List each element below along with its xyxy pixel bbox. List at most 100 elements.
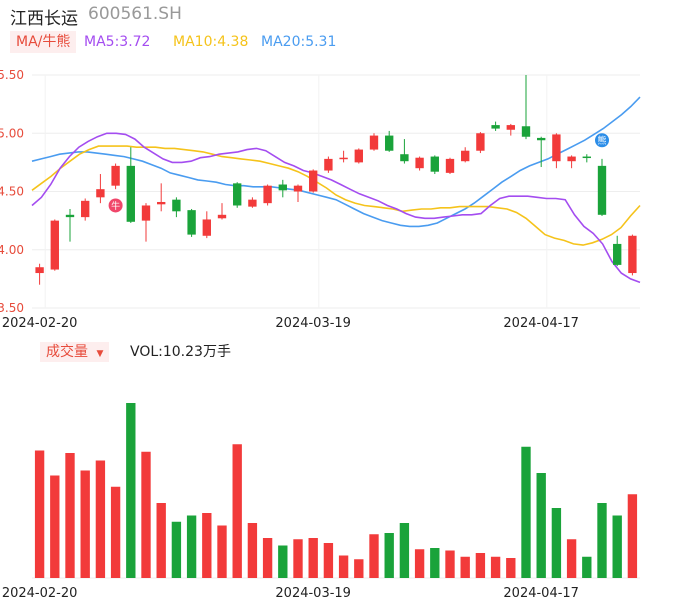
volume-bar [217, 525, 227, 578]
bull-marker-icon [108, 198, 123, 213]
candle-body [263, 185, 272, 204]
x-tick-label: 2024-04-17 [503, 316, 579, 331]
x-tick-label: 2024-03-19 [275, 316, 351, 331]
candle-body [50, 220, 59, 270]
candle-body [552, 134, 561, 162]
volume-bar [551, 508, 562, 578]
candle-body [400, 154, 409, 162]
candle-body [506, 125, 515, 130]
candle-body [293, 185, 303, 192]
candle-body [141, 205, 151, 221]
y-tick-label: 4.50 [0, 185, 24, 199]
volume-bar [110, 486, 121, 578]
volume-bar [202, 513, 212, 578]
candle-body [248, 199, 257, 207]
volume-bar [247, 523, 258, 578]
candle-body [278, 184, 287, 191]
stock-code: 600561.SH [88, 4, 182, 24]
ma5-label: MA5:3.72 [84, 34, 151, 50]
volume-bar [80, 470, 90, 578]
volume-bar [566, 539, 577, 578]
candle-body [369, 135, 379, 150]
volume-bar [186, 515, 197, 578]
ma20-line [31, 96, 641, 228]
volume-bar [399, 523, 410, 578]
volume-value: VOL:10.23万手 [130, 344, 231, 360]
volume-x-tick-label: 2024-02-20 [2, 586, 78, 601]
volume-bar [293, 539, 303, 578]
volume-bar [50, 475, 60, 578]
volume-x-tick-label: 2024-04-17 [503, 586, 579, 601]
volume-bar [582, 556, 592, 578]
volume-bar [278, 545, 288, 578]
volume-bar [338, 555, 349, 578]
candle-body [157, 201, 166, 205]
volume-bar [369, 534, 379, 578]
candle-body [430, 156, 439, 172]
volume-indicator-button[interactable]: 成交量 ▼ [40, 342, 110, 362]
candle-body [35, 267, 44, 274]
candle-body [187, 210, 196, 235]
candle-body [354, 149, 363, 163]
volume-bar [430, 548, 440, 578]
y-tick-label: 4.00 [0, 243, 24, 257]
volume-bar [414, 549, 425, 578]
candle-body [217, 214, 227, 219]
volume-bar [612, 515, 622, 578]
bear-marker-label: 熊 [597, 135, 606, 147]
dropdown-arrow-icon: ▼ [96, 349, 104, 359]
candle-body [445, 158, 455, 173]
candle-body [537, 137, 546, 141]
volume-bar [627, 494, 638, 578]
volume-bar [597, 503, 607, 578]
candle-body [613, 243, 622, 265]
volume-bar [506, 558, 516, 578]
candle-body [309, 170, 318, 192]
ma20-label: MA20:5.31 [261, 34, 337, 50]
y-tick-label: 5.00 [0, 126, 24, 140]
candle-body [597, 165, 607, 215]
volume-bar [384, 533, 394, 578]
x-tick-label: 2024-02-20 [2, 316, 78, 331]
candle-body [385, 135, 394, 151]
volume-bar [141, 451, 151, 578]
candle-body [96, 189, 105, 198]
volume-bar [171, 521, 182, 578]
bull-marker-label: 牛 [111, 200, 120, 212]
ma10-line [31, 145, 641, 246]
candle-body [415, 157, 424, 169]
bear-marker-icon [595, 133, 609, 148]
y-tick-label: 5.50 [0, 68, 24, 82]
candle-body [567, 156, 576, 162]
candle-body [628, 235, 637, 274]
ma5-line [31, 132, 641, 284]
ma10-label: MA10:4.38 [173, 34, 249, 50]
volume-bar [232, 444, 242, 578]
volume-bar [475, 553, 486, 578]
candle-body [476, 133, 485, 151]
stock-name: 江西长运 [10, 9, 78, 29]
volume-x-tick-label: 2024-03-19 [275, 586, 351, 601]
volume-button-label: 成交量 [46, 344, 88, 360]
volume-bar [521, 446, 531, 578]
candle-body [521, 126, 531, 137]
candle-body [65, 214, 75, 218]
candle-body [111, 165, 120, 186]
candle-body [339, 157, 348, 160]
candle-body [172, 199, 181, 212]
volume-bar [536, 473, 546, 578]
candle-body [324, 158, 333, 171]
volume-bar [126, 403, 136, 578]
volume-bar [95, 460, 106, 578]
volume-bar [308, 538, 318, 578]
volume-bar [262, 538, 273, 578]
volume-bar [490, 556, 501, 578]
volume-bar [65, 453, 75, 578]
candle-body [491, 125, 500, 129]
ma-indicator-button[interactable]: MA/牛熊 [10, 31, 77, 53]
candle-body [81, 200, 90, 218]
candle-body [233, 183, 242, 206]
volume-bar [34, 450, 45, 578]
volume-bar [445, 550, 455, 578]
